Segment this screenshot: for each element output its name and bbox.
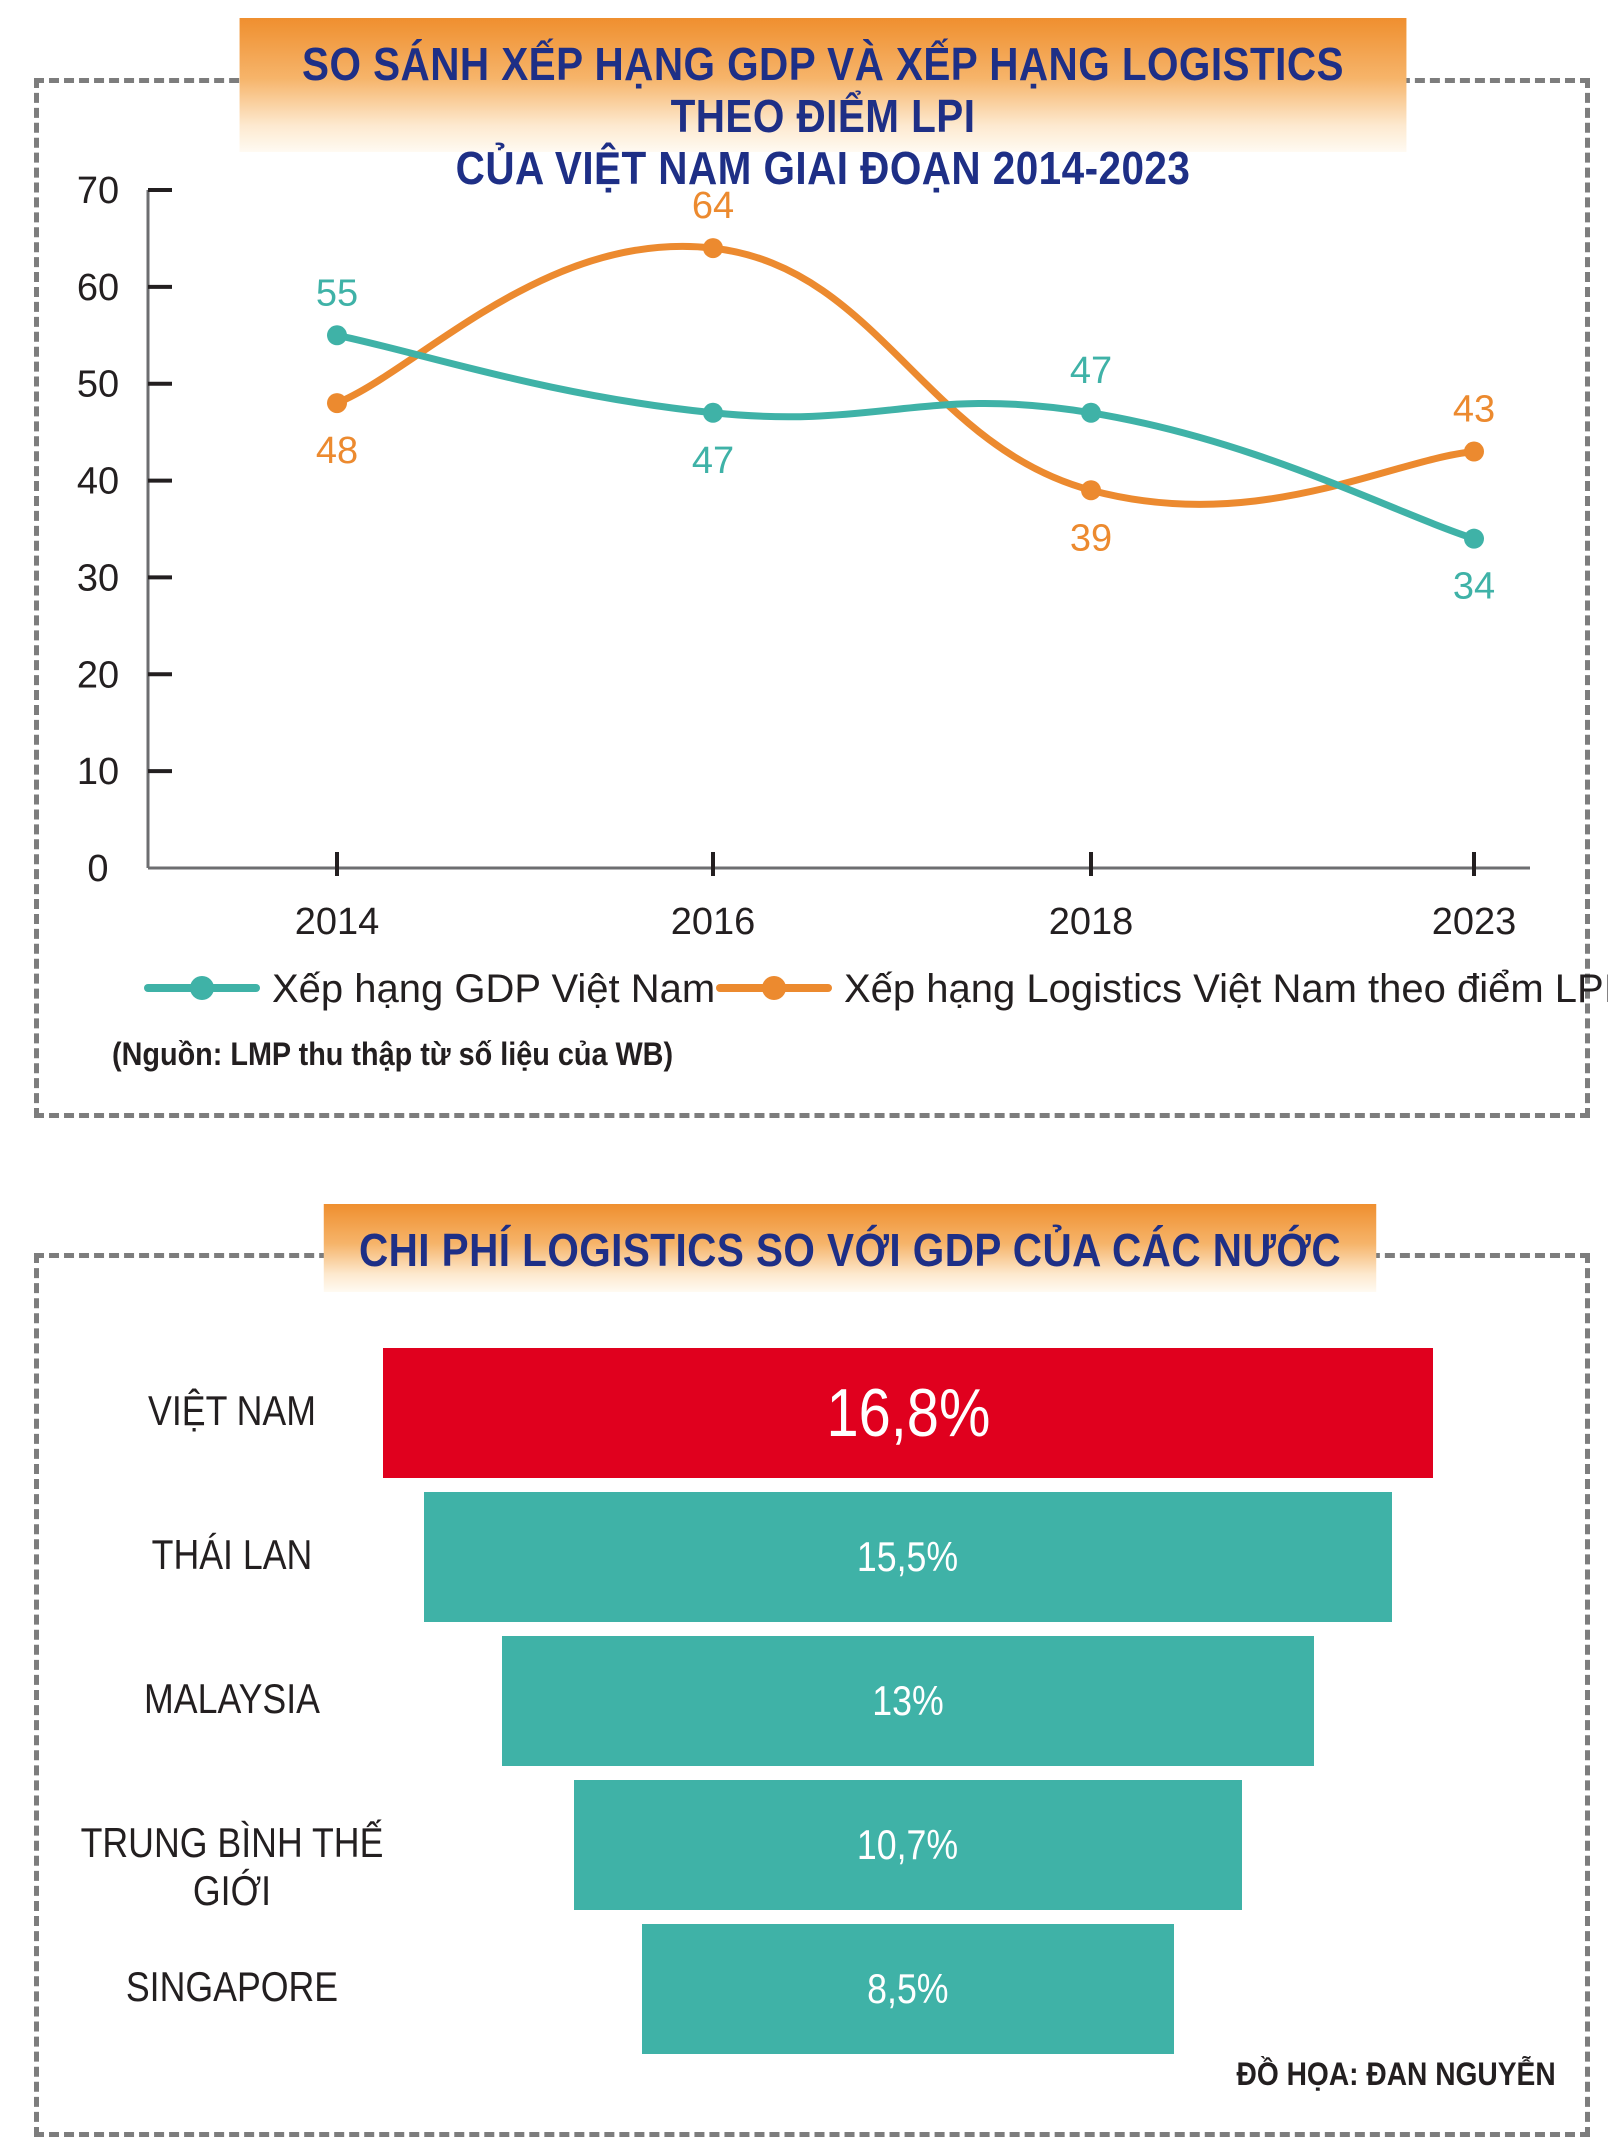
series-line-0 [333,331,1478,543]
series-1-point-2018 [1081,480,1101,501]
bar-3: 13% [501,1636,1315,1766]
legend-marker-1 [762,976,786,1000]
bar-5: 8,5% [642,1924,1174,2054]
bar-value-label: 16,8% [826,1375,990,1451]
source-note: (Nguồn: LMP thu thập từ số liệu của WB) [112,1036,674,1072]
series-0-point-2018 [1081,402,1101,423]
y-tick-label-40: 40 [77,461,119,503]
series-1-label-2014: 48 [316,430,358,472]
bar-4: 10,7% [573,1780,1243,1910]
series-1-label-2018: 39 [1070,517,1112,559]
bar-value-label: 15,5% [857,1533,959,1580]
bar-category-label: THÁI LAN [151,1531,313,1578]
y-tick-label-20: 20 [77,654,119,696]
bar-value-label: 10,7% [857,1821,959,1868]
line-chart-title-line1: SO SÁNH XẾP HẠNG GDP VÀ XẾP HẠNG LOGISTI… [302,38,1344,142]
legend-marker-0 [190,976,214,1000]
line-chart-title-line2: CỦA VIỆT NAM GIAI ĐOẠN 2014-2023 [455,142,1191,194]
bar-category-label: MALAYSIA [144,1675,320,1722]
y-tick-label-0: 0 [87,848,108,890]
y-tick-label-10: 10 [77,751,119,793]
series-0-point-2014 [327,325,347,346]
series-0-label-2023: 34 [1453,566,1495,608]
series-0-label-2014: 55 [316,272,358,314]
series-0-point-2016 [703,402,723,423]
bar-value-label: 13% [872,1677,944,1724]
bar-2: 15,5% [423,1492,1393,1622]
bar-chart-title-banner: CHI PHÍ LOGISTICS SO VỚI GDP CỦA CÁC NƯỚ… [323,1204,1377,1292]
line-chart-series: 48 64 39 43 55 47 47 34 [316,185,1495,608]
legend-label-1: Xếp hạng Logistics Việt Nam theo điểm LP… [844,967,1608,1011]
line-chart: 0 10 20 30 40 50 60 70 2014 2016 2018 2023 48 64 39 43… [77,170,1608,1011]
series-0-label-2018: 47 [1070,350,1112,392]
y-tick-label-50: 50 [77,364,119,406]
line-chart-axes: 0 10 20 30 40 50 60 70 2014 2016 2018 2023 [77,170,1530,943]
series-0-point-2023 [1464,528,1484,549]
bar-chart-title: CHI PHÍ LOGISTICS SO VỚI GDP CỦA CÁC NƯỚ… [358,1224,1342,1276]
bar-category-label: TRUNG BÌNH THẾ GIỚI [80,1819,384,1914]
series-1-point-2016 [703,238,723,259]
x-tick-label-2014: 2014 [295,901,380,943]
bar-category-label: SINGAPORE [125,1963,339,2010]
bar-category-label: VIỆT NAM [148,1387,316,1434]
y-tick-label-70: 70 [77,170,119,212]
series-1-point-2023 [1464,441,1484,462]
series-1-label-2023: 43 [1453,389,1495,431]
y-tick-label-60: 60 [77,267,119,309]
series-0-label-2016: 47 [692,440,734,482]
graphic-credit: ĐỒ HỌA: ĐAN NGUYỄN [1236,2056,1556,2092]
series-1-label-2016: 64 [692,185,734,227]
line-chart-legend: Xếp hạng GDP Việt Nam Xếp hạng Logistics … [144,967,1608,1011]
series-1-point-2014 [327,393,347,414]
bar-value-label: 8,5% [867,1965,949,2012]
bar-1: 16,8% [383,1348,1433,1478]
legend-label-0: Xếp hạng GDP Việt Nam [272,967,715,1011]
x-tick-label-2018: 2018 [1049,901,1134,943]
line-chart-title-banner: SO SÁNH XẾP HẠNG GDP VÀ XẾP HẠNG LOGISTI… [239,18,1407,194]
x-tick-label-2023: 2023 [1432,901,1517,943]
x-tick-label-2016: 2016 [671,901,756,943]
series-line-1 [333,242,1478,508]
y-tick-label-30: 30 [77,557,119,599]
